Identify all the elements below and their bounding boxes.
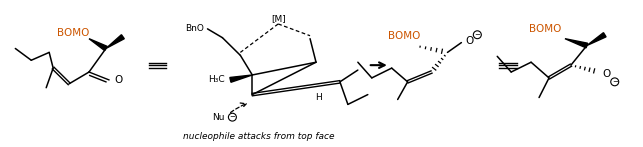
Text: BnO: BnO	[186, 24, 204, 33]
Text: O: O	[466, 36, 474, 46]
Polygon shape	[89, 39, 107, 51]
Polygon shape	[587, 33, 606, 46]
Text: BOMO: BOMO	[388, 31, 420, 41]
Text: Nu: Nu	[212, 113, 224, 122]
Text: [M]: [M]	[271, 15, 285, 24]
Text: H₃C: H₃C	[208, 75, 224, 84]
Text: O: O	[114, 75, 122, 85]
Polygon shape	[230, 75, 252, 82]
Text: −: −	[611, 79, 618, 85]
Text: BOMO: BOMO	[57, 28, 89, 38]
Text: −: −	[230, 114, 235, 120]
Text: H: H	[314, 93, 322, 102]
Polygon shape	[106, 35, 124, 49]
Polygon shape	[565, 39, 588, 48]
Text: O: O	[602, 69, 611, 79]
Text: nucleophile attacks from top face: nucleophile attacks from top face	[183, 132, 334, 141]
Text: BOMO: BOMO	[529, 24, 561, 34]
Text: −: −	[475, 32, 480, 38]
